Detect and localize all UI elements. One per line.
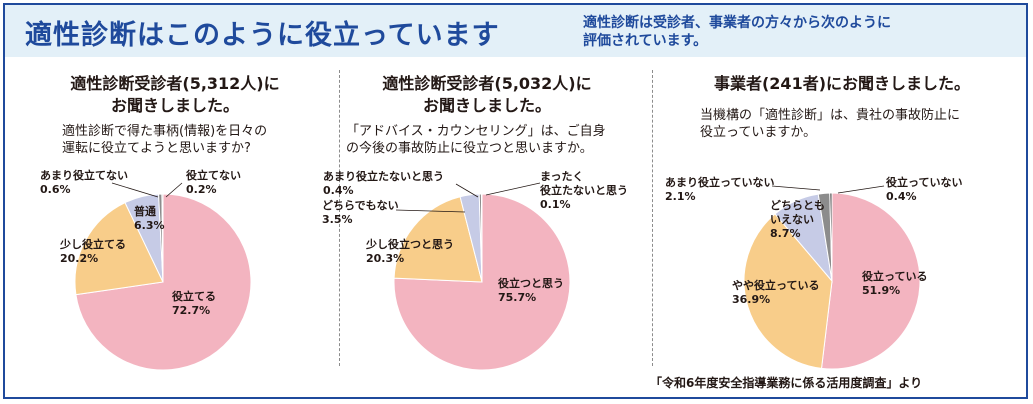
pie1-slice-5 — [161, 193, 164, 283]
pie3-label-4: あまり役立っていない 2.1% — [665, 175, 774, 203]
pie1-label-3: 普通 6.3% — [134, 204, 165, 232]
header-banner: 適性診断はこのように役立っています 適性診断は受診者、事業者の方々から次のように… — [5, 5, 1026, 57]
pie1-leader-line-4 — [111, 182, 159, 198]
pie3-label-2: やや役立っている 36.9% — [732, 278, 819, 306]
pie1-label-2: 少し役立てる 20.2% — [59, 237, 126, 265]
pie1-leader-line-5 — [165, 182, 183, 198]
chart2-heading: 適性診断受診者(5,032人)に お聞きしました。 — [352, 73, 622, 117]
pie1-label-4: あまり役立てない 0.6% — [40, 168, 128, 196]
subtitle-line-2: 評価されています。 — [583, 33, 708, 49]
pie2-label-5: まったく役立たないと思う 0.1% — [539, 170, 628, 211]
page-subtitle: 適性診断は受診者、事業者の方々から次のように 評価されています。 — [583, 14, 1003, 50]
chart3-heading-line-1: 事業者(241者)にお聞きしました。 — [713, 74, 971, 93]
pie3-label-5: 役立っていない 0.4% — [885, 175, 962, 203]
chart2-question-line-1: 「アドバイス・カウンセリング」は、ご自身 — [346, 124, 606, 139]
pie-chart-1: 役立てる 72.7% 少し役立てる 20.2% 普通 6.3%あまり役立てない 0.6% 役立… — [40, 168, 252, 371]
pie3-slice-2 — [743, 213, 833, 369]
pie3-label-1: 役立っている 51.9% — [861, 269, 927, 297]
section-divider-1 — [339, 70, 340, 366]
source-note: 「令和6年度安全指導業務に係る活用度調査」より — [650, 376, 923, 390]
pie3-slice-5 — [829, 192, 833, 282]
pie1-label-1: 役立てる 72.7% — [171, 289, 216, 317]
pie2-leader-line-5 — [485, 182, 541, 196]
chart2-heading-line-1: 適性診断受診者(5,032人)に — [382, 74, 592, 93]
chart3-question-line-1: 当機構の「適性診断」は、貴社の事故防止に — [700, 108, 961, 123]
pie1-slice-2 — [74, 201, 164, 296]
chart1-question-line-1: 適性診断で得た事柄(情報)を日々の — [62, 124, 268, 139]
pie2-label-4: あまり役立たないと思う 0.4% — [323, 169, 444, 197]
chart2-question: 「アドバイス・カウンセリング」は、ご自身 の今後の事故防止に役立つと思いますか。 — [346, 123, 606, 157]
chart3-question: 当機構の「適性診断」は、貴社の事故防止に 役立っていますか。 — [700, 107, 960, 141]
chart3-heading: 事業者(241者)にお聞きしました。 — [672, 73, 1012, 95]
pie2-leader-line-4 — [455, 183, 479, 198]
pie-chart-3: 役立っている 51.9% やや役立っている 36.9% どちらともいえない 8.7%あまり… — [665, 175, 962, 370]
pie3-slice-1 — [820, 192, 921, 370]
pie2-label-3: どちらでもない 3.5% — [322, 199, 399, 226]
subtitle-line-1: 適性診断は受診者、事業者の方々から次のように — [583, 15, 891, 31]
page-title: 適性診断はこのように役立っています — [25, 20, 500, 51]
chart2-heading-line-2: お聞きしました。 — [422, 96, 551, 115]
chart1-heading: 適性診断受診者(5,312人)に お聞きしました。 — [40, 73, 310, 117]
pie2-label-1: 役立つと思う 75.7% — [497, 276, 564, 304]
chart3-question-line-2: 役立っていますか。 — [700, 125, 817, 140]
pie-chart-2: 役立つと思う 75.7% 少し役立つと思う 20.3% どちらでもない 3.5%あまり役立… — [322, 169, 628, 371]
chart2-question-line-2: の今後の事故防止に役立つと思いますか。 — [346, 141, 593, 156]
section-divider-2 — [652, 70, 653, 366]
pie2-leader-line-3 — [395, 209, 466, 213]
chart1-question: 適性診断で得た事柄(情報)を日々の 運転に役立てようと思いますか? — [62, 123, 267, 157]
chart1-question-line-2: 運転に役立てようと思いますか? — [62, 141, 251, 156]
pie3-label-3: どちらともいえない 8.7% — [770, 199, 825, 240]
pie3-leader-line-4 — [771, 185, 821, 191]
pie2-label-2: 少し役立つと思う 20.3% — [365, 237, 454, 265]
chart1-heading-line-2: お聞きしました。 — [110, 96, 239, 115]
pie3-leader-line-5 — [837, 185, 885, 194]
chart1-heading-line-1: 適性診断受診者(5,312人)に — [70, 74, 280, 93]
pie2-slice-2 — [393, 196, 483, 283]
pie2-slice-5 — [480, 193, 483, 283]
pie1-label-5: 役立てない 0.2% — [185, 168, 241, 196]
